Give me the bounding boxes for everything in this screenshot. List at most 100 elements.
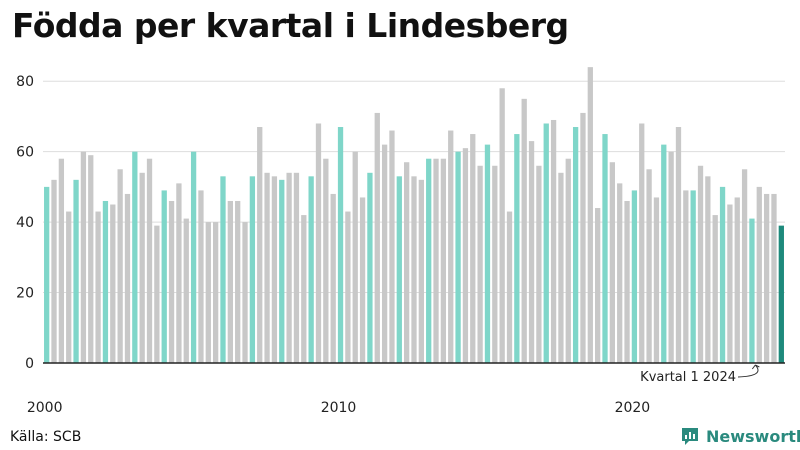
bar [154, 225, 160, 363]
bar [220, 176, 226, 363]
bar [602, 134, 608, 363]
bar [749, 218, 755, 363]
bar [183, 218, 189, 363]
bar [374, 112, 380, 363]
bar [396, 176, 402, 363]
bar [161, 190, 167, 363]
bar [132, 151, 138, 363]
bar [440, 158, 447, 363]
bar [257, 127, 263, 363]
bar [279, 179, 285, 363]
y-tick-label: 40 [16, 215, 34, 231]
bar [558, 172, 564, 363]
bar [418, 179, 424, 363]
bar [543, 123, 549, 363]
bar [514, 134, 520, 363]
x-tick-label: 2010 [321, 400, 357, 416]
bar [778, 225, 784, 363]
x-tick-label: 2000 [27, 400, 63, 416]
bar [227, 200, 233, 363]
bar [705, 176, 711, 363]
brand-logo[interactable]: Newsworthy [680, 426, 800, 446]
bar [73, 179, 79, 363]
bar [675, 127, 682, 363]
bar [639, 123, 645, 363]
y-tick-label: 60 [16, 145, 34, 161]
bar [455, 151, 461, 363]
bar [205, 222, 211, 363]
brand-name: Newsworthy [706, 426, 800, 446]
y-tick-label: 0 [25, 356, 34, 372]
bar [477, 165, 483, 363]
bar [484, 144, 491, 363]
bar [741, 169, 748, 363]
bar [727, 204, 733, 363]
bar [653, 197, 660, 363]
bar [66, 211, 72, 363]
bar [690, 190, 696, 363]
bar [95, 211, 101, 363]
bar [286, 172, 292, 363]
bar [168, 200, 175, 363]
bar [536, 165, 542, 363]
bar [595, 208, 601, 363]
bar [411, 176, 417, 363]
bar [212, 222, 219, 363]
bar [146, 158, 153, 363]
bar [198, 190, 204, 363]
bar [521, 98, 527, 363]
bar [587, 67, 593, 363]
bar [631, 190, 638, 363]
bar [102, 200, 109, 363]
bar [697, 165, 704, 363]
annotation: Kvartal 1 2024 [640, 364, 760, 385]
bar [352, 151, 358, 363]
bar [80, 151, 87, 363]
y-tick-label: 20 [16, 286, 34, 302]
bar [271, 176, 278, 363]
bar [51, 179, 57, 363]
bar [242, 222, 248, 363]
annotation-arrow [737, 364, 759, 378]
bar [565, 158, 571, 363]
bar [58, 158, 65, 363]
bar [249, 176, 256, 363]
bars [44, 67, 784, 364]
bar [190, 151, 197, 363]
bar [176, 183, 182, 363]
bar [139, 172, 145, 363]
bar [367, 172, 373, 363]
bar [492, 165, 498, 363]
bar [315, 123, 322, 363]
bar [301, 215, 307, 363]
bar [462, 148, 469, 363]
bar [323, 158, 329, 363]
bar [448, 130, 454, 363]
bar [609, 162, 616, 363]
bar [345, 211, 351, 363]
bar [661, 144, 667, 363]
bar [506, 211, 513, 363]
bar [617, 183, 623, 363]
newsworthy-icon [682, 428, 698, 445]
bar [117, 169, 123, 363]
bar [88, 155, 94, 363]
bar [426, 158, 432, 363]
bar [359, 197, 366, 363]
y-tick-label: 80 [16, 74, 34, 90]
bar [235, 200, 241, 363]
annotation-arrowhead [751, 364, 760, 370]
bar [404, 162, 410, 363]
bar [624, 200, 630, 363]
bar [433, 158, 439, 363]
bar [389, 130, 395, 363]
annotation-label: Kvartal 1 2024 [640, 370, 736, 385]
bar [264, 172, 270, 363]
bar [499, 88, 505, 364]
bar [337, 127, 344, 363]
bar [308, 176, 314, 363]
bar [683, 190, 689, 363]
bar [293, 172, 300, 363]
bar [719, 186, 726, 363]
